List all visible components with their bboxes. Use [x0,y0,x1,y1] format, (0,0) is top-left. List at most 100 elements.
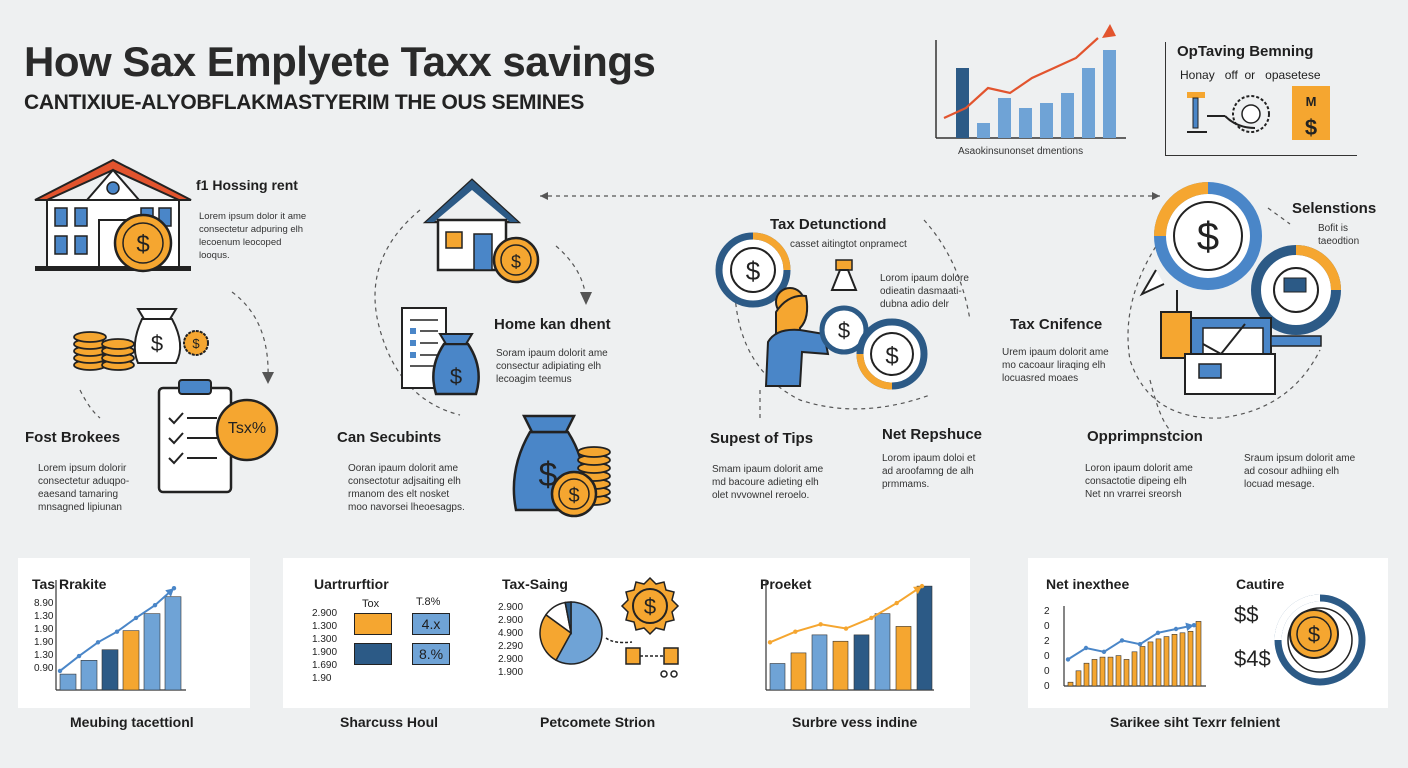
chart-bar [1075,670,1082,687]
can-body: Ooran ipaum dolorit ame consectotur adjs… [348,463,465,513]
chart-point [1137,642,1143,647]
chart-point [1155,630,1161,635]
chart-bar [790,652,807,691]
p2-tick: 1.300 [312,621,338,632]
p3-tick: 1.900 [498,667,524,678]
p5-title: Net inexthee [1046,576,1130,592]
tax-deduction-body: Lorom ipaum dolore odieatin dasmaati- du… [880,273,969,310]
chart-point [1083,645,1089,651]
p2-tick: 1.90 [312,673,332,684]
tax-percent-label: Tsx% [227,420,267,437]
p5-tick: 0 [1044,681,1050,692]
chart-bar [895,626,912,691]
chart-point [1173,626,1179,632]
p5-tick: 0 [1044,621,1050,632]
connector-lines [79,192,1321,431]
p1-title: Tas Rrakite [32,576,107,592]
p1-tick: 1.90 [34,637,54,648]
chart-point [767,640,773,645]
p2-cell-4: 8.% [412,643,450,665]
housing-body: Lorem ipsum dolor it ame consectetur adp… [199,211,307,261]
p2-col2: T.8% [416,596,441,608]
p1-ticks: 8.90 1.30 1.90 1.90 1.30 0.90 [34,597,53,675]
page-subtitle: CANTIXIUE-ALYOBFLAKMASTYERIM THE OUS SEM… [24,91,585,114]
document-bag-icon: $ [401,307,480,396]
p2-caption: Sharcuss Houl [340,714,439,730]
fost-title: Fost Brokees [25,429,121,446]
small-house-icon: $ [422,178,540,284]
opprim-body: Loron ipaum dolorit ame consactotie dipe… [1085,463,1193,500]
chart-point [95,640,101,645]
p3-title: Tax-Saing [502,576,568,592]
svg-text:$: $ [746,256,761,286]
housing-title: f1 Hossing rent [196,177,298,193]
supest-title: Supest of Tips [710,430,814,447]
p3-pie-chart [539,601,603,665]
chart-bar [164,596,182,691]
svg-text:$: $ [151,331,163,356]
chart-point [1101,649,1107,654]
selens-title: Selenstions [1292,200,1377,217]
p3-caption: Petcomete Strion [540,714,656,730]
chart-bar [1123,659,1130,687]
chart-bar [1091,659,1098,687]
chart-bar [769,663,786,691]
can-title: Can Secubints [337,429,442,446]
top-right-labels: Honay off or opasetese [1180,68,1321,82]
p2-tick: 1.690 [312,660,338,671]
p2-tick: 2.900 [312,608,338,619]
p3-seal-icon: $ [605,576,680,678]
svg-text:$: $ [1308,622,1320,647]
p2-title: Uartrurftior [314,576,389,592]
top-chart-bar [1061,93,1074,138]
tax-conf-title: Tax Cnifence [1010,316,1103,333]
svg-text:$: $ [644,594,656,619]
chart-bar [874,613,891,691]
top-right-title: OpTaving Bemning [1177,43,1314,60]
p5-caption: Sarikee siht Texrr felnient [1110,714,1281,730]
chart-trend-line [1067,624,1195,661]
p2-cell-1 [354,613,392,635]
trend-arrow-head [1102,24,1116,38]
svg-text:$: $ [136,231,149,258]
chart-bar [853,634,870,691]
p2-col1: Tox [362,598,380,610]
chart-bar [1067,681,1074,687]
chart-point [818,622,823,627]
p3-ticks: 2.900 2.900 4.900 2.290 2.900 1.900 [498,601,523,679]
chart-bar [1083,662,1090,687]
chart-bar [1163,636,1170,687]
p6-symbol-1: $$ [1234,602,1259,627]
chart-bar [101,649,119,691]
chart-bar [916,585,933,691]
chart-bar [1147,641,1154,687]
svg-text:$: $ [192,336,200,351]
top-growth-chart [935,24,1126,139]
chart-bar [122,630,140,691]
chart-point [1119,638,1125,643]
pie-slice [555,601,603,665]
p3-tick: 2.290 [498,641,524,652]
p3-tick: 2.900 [498,615,524,626]
badge-letter: M [1305,94,1317,109]
tax-conf-body: Urem ipaum dolorit ame mo cacoaur liraqi… [1002,347,1109,384]
gauge-icon [1187,92,1270,133]
chart-bar [832,640,849,691]
coins-stack-icon: $ $ [73,308,209,371]
chart-point [114,629,120,634]
p5-chart [1063,606,1206,687]
p2-tick: 1.300 [312,634,338,645]
chart-bar [1187,630,1194,687]
p4-title: Proeket [760,576,812,592]
chart-point [57,668,63,674]
home-title: Home kan dhent [494,316,611,333]
chart-arrow-head [1185,622,1194,632]
top-right-box [1165,42,1357,156]
chart-point [843,626,849,631]
ring-coins-icon: $ [1139,182,1341,335]
net-rep-body: Lorom ipaum doloi et ad aroofamng de alh… [882,453,976,490]
chart-bar [1139,646,1146,687]
p1-chart [55,580,186,691]
chart-bar [1155,638,1162,687]
p1-tick: 1.30 [34,611,54,622]
